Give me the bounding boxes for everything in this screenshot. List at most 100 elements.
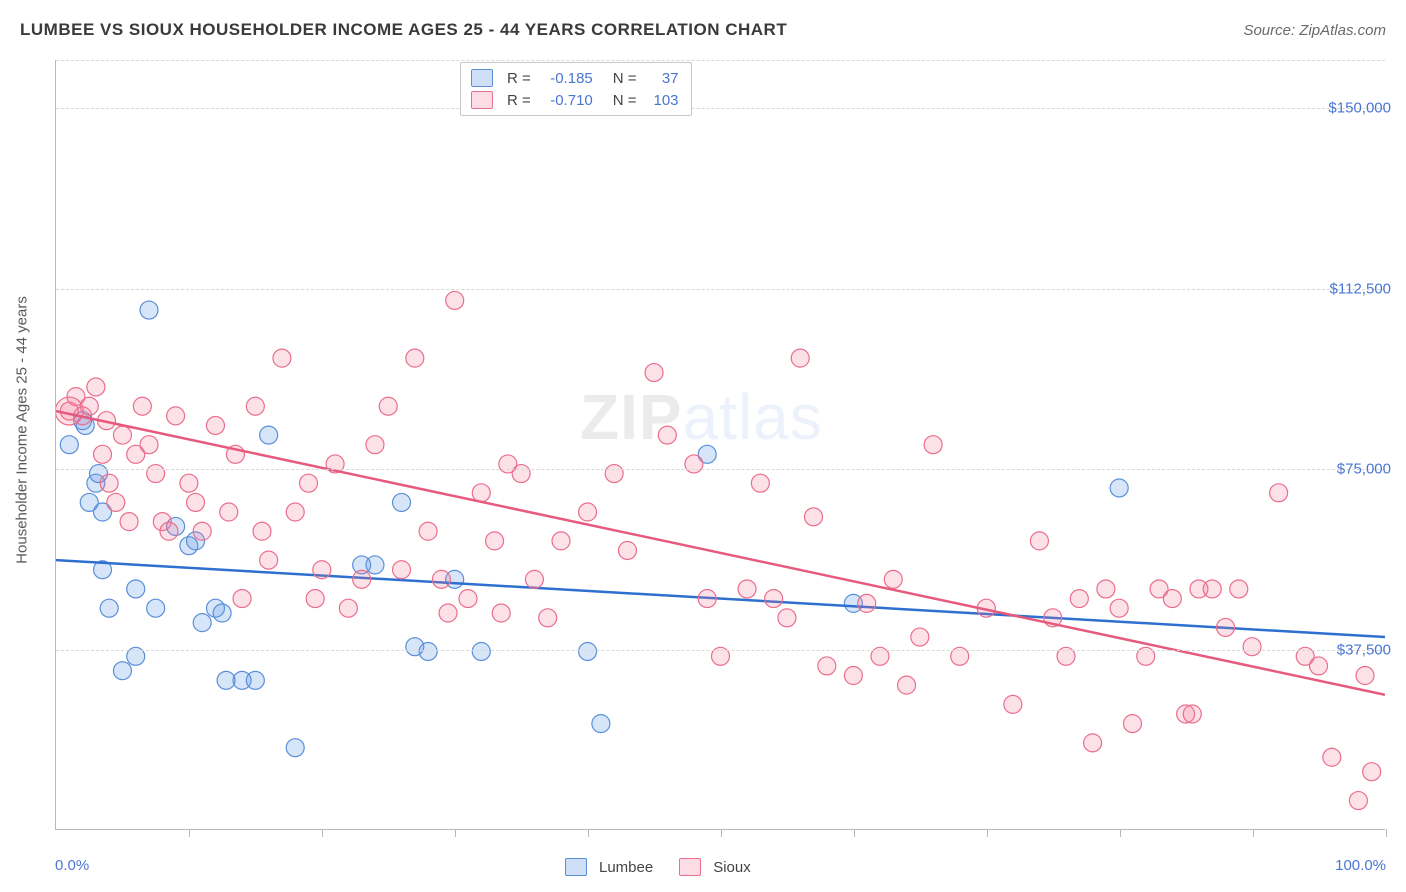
data-point bbox=[658, 426, 676, 444]
data-point bbox=[100, 474, 118, 492]
data-point bbox=[884, 570, 902, 588]
data-point bbox=[539, 609, 557, 627]
scatter-chart-svg bbox=[56, 60, 1385, 829]
data-point bbox=[512, 465, 530, 483]
data-point bbox=[791, 349, 809, 367]
data-point bbox=[260, 426, 278, 444]
swatch-sioux-icon bbox=[679, 858, 701, 876]
swatch-sioux-icon bbox=[471, 91, 493, 109]
data-point bbox=[217, 671, 235, 689]
data-point bbox=[180, 474, 198, 492]
data-point bbox=[213, 604, 231, 622]
data-point bbox=[286, 503, 304, 521]
swatch-lumbee-icon bbox=[471, 69, 493, 87]
data-point bbox=[805, 508, 823, 526]
data-point bbox=[1110, 599, 1128, 617]
data-point bbox=[313, 561, 331, 579]
data-point bbox=[233, 590, 251, 608]
data-point bbox=[187, 493, 205, 511]
data-point bbox=[844, 667, 862, 685]
data-point bbox=[685, 455, 703, 473]
data-point bbox=[1110, 479, 1128, 497]
data-point bbox=[246, 397, 264, 415]
data-point bbox=[1070, 590, 1088, 608]
data-point bbox=[765, 590, 783, 608]
r-value-sioux: -0.710 bbox=[541, 92, 593, 109]
data-point bbox=[393, 561, 411, 579]
data-point bbox=[300, 474, 318, 492]
data-point bbox=[260, 551, 278, 569]
data-point bbox=[353, 570, 371, 588]
data-point bbox=[113, 426, 131, 444]
y-axis-label: Householder Income Ages 25 - 44 years bbox=[14, 296, 31, 564]
data-point bbox=[1203, 580, 1221, 598]
data-point bbox=[1084, 734, 1102, 752]
data-point bbox=[147, 599, 165, 617]
data-point bbox=[100, 599, 118, 617]
data-point bbox=[1030, 532, 1048, 550]
data-point bbox=[698, 590, 716, 608]
data-point bbox=[246, 671, 264, 689]
y-tick-label: $37,500 bbox=[1337, 641, 1391, 658]
correlation-stats-box: R = -0.185 N = 37 R = -0.710 N = 103 bbox=[460, 62, 692, 116]
y-tick-label: $112,500 bbox=[1330, 280, 1391, 297]
data-point bbox=[273, 349, 291, 367]
data-point bbox=[751, 474, 769, 492]
data-point bbox=[778, 609, 796, 627]
data-point bbox=[1183, 705, 1201, 723]
data-point bbox=[898, 676, 916, 694]
data-point bbox=[253, 522, 271, 540]
data-point bbox=[924, 436, 942, 454]
n-value-sioux: 103 bbox=[647, 92, 679, 109]
data-point bbox=[379, 397, 397, 415]
data-point bbox=[439, 604, 457, 622]
data-point bbox=[366, 556, 384, 574]
data-point bbox=[133, 397, 151, 415]
data-point bbox=[140, 436, 158, 454]
stats-row-sioux: R = -0.710 N = 103 bbox=[469, 89, 681, 111]
data-point bbox=[738, 580, 756, 598]
data-point bbox=[419, 642, 437, 660]
data-point bbox=[140, 301, 158, 319]
data-point bbox=[107, 493, 125, 511]
data-point bbox=[366, 436, 384, 454]
data-point bbox=[579, 503, 597, 521]
data-point bbox=[1356, 667, 1374, 685]
chart-area bbox=[55, 60, 1385, 830]
data-point bbox=[286, 739, 304, 757]
data-point bbox=[605, 465, 623, 483]
data-point bbox=[592, 715, 610, 733]
n-value-lumbee: 37 bbox=[647, 70, 679, 87]
data-point bbox=[472, 484, 490, 502]
data-point bbox=[486, 532, 504, 550]
data-point bbox=[1230, 580, 1248, 598]
data-point bbox=[525, 570, 543, 588]
source-attribution: Source: ZipAtlas.com bbox=[1243, 22, 1386, 39]
data-point bbox=[193, 614, 211, 632]
data-point bbox=[1123, 715, 1141, 733]
legend: Lumbee Sioux bbox=[565, 858, 751, 876]
data-point bbox=[60, 436, 78, 454]
data-point bbox=[206, 416, 224, 434]
data-point bbox=[193, 522, 211, 540]
x-tick-label-max: 100.0% bbox=[1335, 857, 1386, 874]
data-point bbox=[492, 604, 510, 622]
data-point bbox=[1270, 484, 1288, 502]
stats-row-lumbee: R = -0.185 N = 37 bbox=[469, 67, 681, 89]
data-point bbox=[579, 642, 597, 660]
data-point bbox=[1363, 763, 1381, 781]
data-point bbox=[911, 628, 929, 646]
swatch-lumbee-icon bbox=[565, 858, 587, 876]
data-point bbox=[432, 570, 450, 588]
legend-item-lumbee: Lumbee bbox=[565, 858, 653, 876]
data-point bbox=[1004, 695, 1022, 713]
data-point bbox=[552, 532, 570, 550]
trend-line bbox=[56, 560, 1385, 637]
data-point bbox=[1243, 638, 1261, 656]
data-point bbox=[818, 657, 836, 675]
data-point bbox=[1310, 657, 1328, 675]
data-point bbox=[147, 465, 165, 483]
data-point bbox=[127, 580, 145, 598]
y-tick-label: $75,000 bbox=[1337, 461, 1391, 478]
data-point bbox=[120, 513, 138, 531]
